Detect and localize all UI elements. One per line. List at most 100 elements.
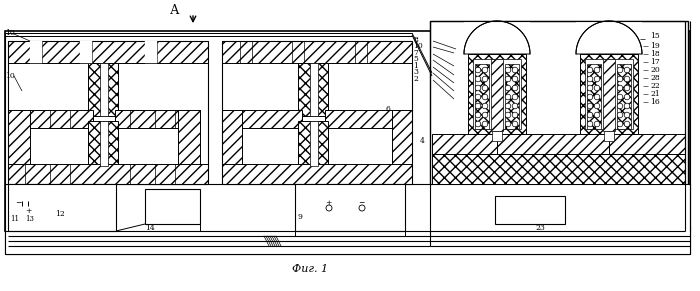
- Text: 7: 7: [413, 49, 418, 57]
- Text: −: −: [358, 199, 365, 207]
- Circle shape: [617, 103, 623, 109]
- Circle shape: [587, 112, 593, 118]
- Bar: [88, 63, 118, 116]
- Circle shape: [505, 112, 511, 118]
- Text: 9: 9: [297, 213, 302, 221]
- Text: 16: 16: [650, 98, 659, 106]
- Text: 1: 1: [413, 62, 418, 70]
- Circle shape: [512, 85, 518, 91]
- Circle shape: [359, 205, 365, 211]
- Bar: [30, 41, 42, 63]
- Bar: [298, 121, 328, 166]
- Circle shape: [512, 76, 518, 82]
- Bar: [473, 59, 521, 129]
- Text: 5: 5: [413, 55, 418, 63]
- Circle shape: [594, 76, 600, 82]
- Bar: [8, 184, 116, 231]
- Bar: [8, 41, 208, 63]
- Circle shape: [587, 85, 593, 91]
- Circle shape: [482, 67, 488, 73]
- Bar: [100, 63, 108, 116]
- Circle shape: [475, 67, 481, 73]
- Circle shape: [512, 103, 518, 109]
- Circle shape: [594, 67, 600, 73]
- Circle shape: [512, 112, 518, 118]
- Bar: [88, 121, 118, 166]
- Circle shape: [594, 94, 600, 100]
- Bar: [604, 131, 614, 141]
- Circle shape: [475, 121, 481, 127]
- Circle shape: [512, 94, 518, 100]
- Circle shape: [482, 94, 488, 100]
- Text: 10: 10: [5, 29, 15, 37]
- Text: +: +: [25, 207, 32, 215]
- Bar: [8, 164, 208, 184]
- Text: 18: 18: [650, 50, 659, 58]
- Circle shape: [617, 76, 623, 82]
- Polygon shape: [576, 21, 642, 54]
- Bar: [464, 21, 530, 54]
- Circle shape: [587, 67, 593, 73]
- Text: А: А: [170, 4, 180, 17]
- Text: 3: 3: [413, 68, 418, 76]
- Text: 6: 6: [385, 105, 390, 113]
- Circle shape: [624, 76, 630, 82]
- Polygon shape: [464, 21, 530, 54]
- Circle shape: [617, 112, 623, 118]
- Bar: [145, 41, 157, 63]
- Text: 8: 8: [413, 36, 418, 44]
- Bar: [8, 110, 30, 166]
- Bar: [495, 196, 565, 224]
- Circle shape: [475, 85, 481, 91]
- Bar: [432, 154, 685, 184]
- Bar: [80, 41, 92, 63]
- Bar: [587, 64, 601, 129]
- Bar: [5, 31, 690, 231]
- Text: 10: 10: [5, 72, 15, 80]
- Bar: [491, 59, 503, 131]
- Text: 22: 22: [650, 82, 659, 90]
- Text: +: +: [325, 199, 331, 207]
- Circle shape: [587, 76, 593, 82]
- Bar: [178, 110, 200, 166]
- Bar: [5, 226, 690, 254]
- Text: 23: 23: [535, 224, 545, 232]
- Bar: [585, 59, 633, 129]
- Text: −: −: [15, 199, 21, 207]
- Bar: [222, 110, 302, 128]
- Bar: [475, 64, 489, 129]
- Bar: [580, 54, 638, 134]
- Circle shape: [512, 67, 518, 73]
- Bar: [5, 184, 690, 254]
- Circle shape: [587, 94, 593, 100]
- Text: 11: 11: [10, 215, 19, 223]
- Bar: [222, 164, 412, 184]
- Text: 10: 10: [413, 42, 423, 50]
- Circle shape: [617, 121, 623, 127]
- Circle shape: [617, 67, 623, 73]
- Bar: [468, 54, 526, 134]
- Circle shape: [594, 103, 600, 109]
- Circle shape: [475, 94, 481, 100]
- Text: 14: 14: [145, 224, 155, 232]
- Bar: [603, 59, 615, 131]
- Circle shape: [617, 85, 623, 91]
- Circle shape: [505, 76, 511, 82]
- Bar: [492, 131, 502, 141]
- Text: 21: 21: [650, 90, 659, 98]
- Bar: [298, 63, 328, 116]
- Bar: [295, 184, 405, 231]
- Bar: [505, 64, 519, 129]
- Text: Фиг. 1: Фиг. 1: [292, 264, 328, 274]
- Text: 12: 12: [55, 210, 64, 218]
- Bar: [392, 110, 412, 166]
- Bar: [222, 41, 412, 63]
- Circle shape: [587, 121, 593, 127]
- Text: 2: 2: [413, 75, 418, 83]
- Circle shape: [505, 94, 511, 100]
- Circle shape: [482, 121, 488, 127]
- Bar: [145, 189, 200, 224]
- Bar: [325, 110, 412, 128]
- Text: 4: 4: [420, 137, 425, 145]
- Circle shape: [624, 67, 630, 73]
